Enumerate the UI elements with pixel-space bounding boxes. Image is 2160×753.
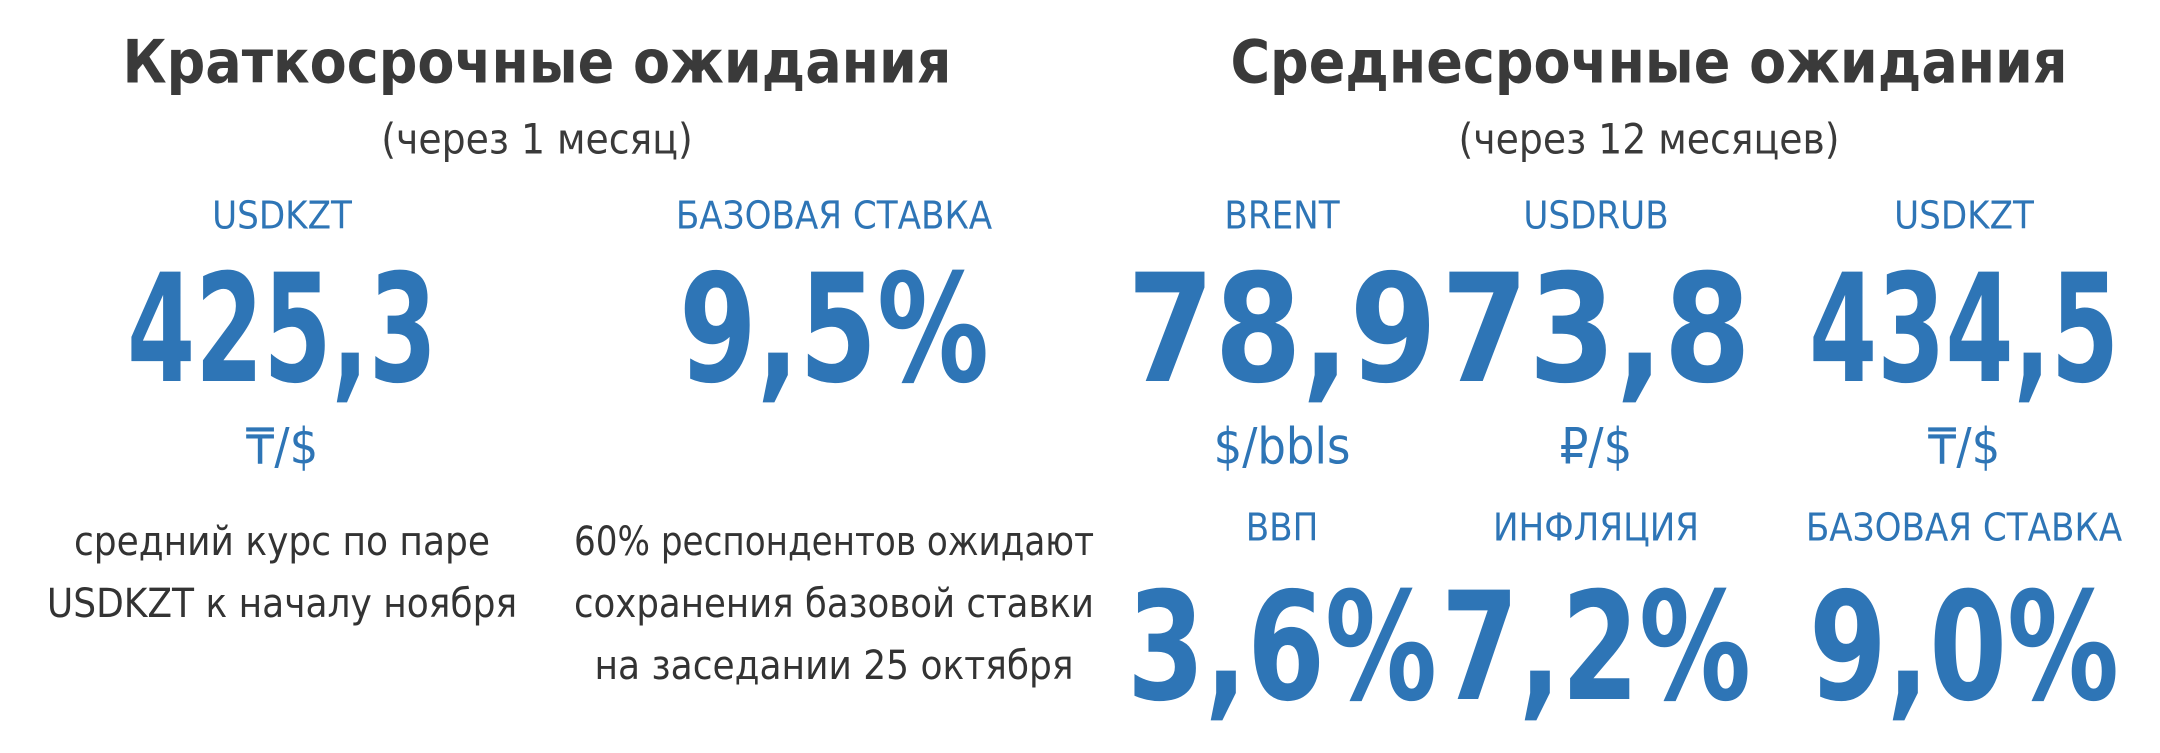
indicator-note: средний курс по паре xyxy=(74,519,490,565)
indicator-label: USDRUB xyxy=(1523,194,1668,238)
indicator-value: 73,8 xyxy=(1441,243,1751,417)
indicator-unit: ₽/$ xyxy=(1560,418,1632,476)
short-term-title: Краткосрочные ожидания xyxy=(123,28,952,98)
medium-term-subtitle: (через 12 месяцев) xyxy=(1459,115,1840,164)
indicator-note: USDKZT к началу ноября xyxy=(47,581,517,627)
indicator-value: 425,3 xyxy=(127,243,437,417)
indicator-note: на заседании 25 октября xyxy=(594,643,1073,689)
indicator-unit: ₸/$ xyxy=(246,418,318,476)
indicator-unit: ₸/$ xyxy=(1928,418,2000,476)
short-term-subtitle: (через 1 месяц) xyxy=(381,115,692,164)
indicator-value: 3,6% xyxy=(1127,561,1437,735)
indicator-value: 78,9 xyxy=(1127,243,1437,417)
indicator-label: ИНФЛЯЦИЯ xyxy=(1493,506,1699,550)
indicator-value: 9,5% xyxy=(679,243,989,417)
medium-term-title: Среднесрочные ожидания xyxy=(1230,28,2067,98)
indicator-label: БАЗОВАЯ СТАВКА xyxy=(676,194,993,238)
indicator-unit: $/bbls xyxy=(1214,418,1351,476)
indicator-value: 9,0% xyxy=(1809,561,2119,735)
indicator-label: USDKZT xyxy=(212,194,352,238)
indicator-note: 60% респондентов ожидают xyxy=(574,519,1094,565)
indicator-label: BRENT xyxy=(1224,194,1339,238)
indicator-label: БАЗОВАЯ СТАВКА xyxy=(1806,506,2123,550)
indicator-label: ВВП xyxy=(1246,506,1319,550)
indicator-note: сохранения базовой ставки xyxy=(574,581,1094,627)
indicator-label: USDKZT xyxy=(1894,194,2034,238)
indicator-value: 7,2% xyxy=(1441,561,1751,735)
indicator-value: 434,5 xyxy=(1809,243,2119,417)
